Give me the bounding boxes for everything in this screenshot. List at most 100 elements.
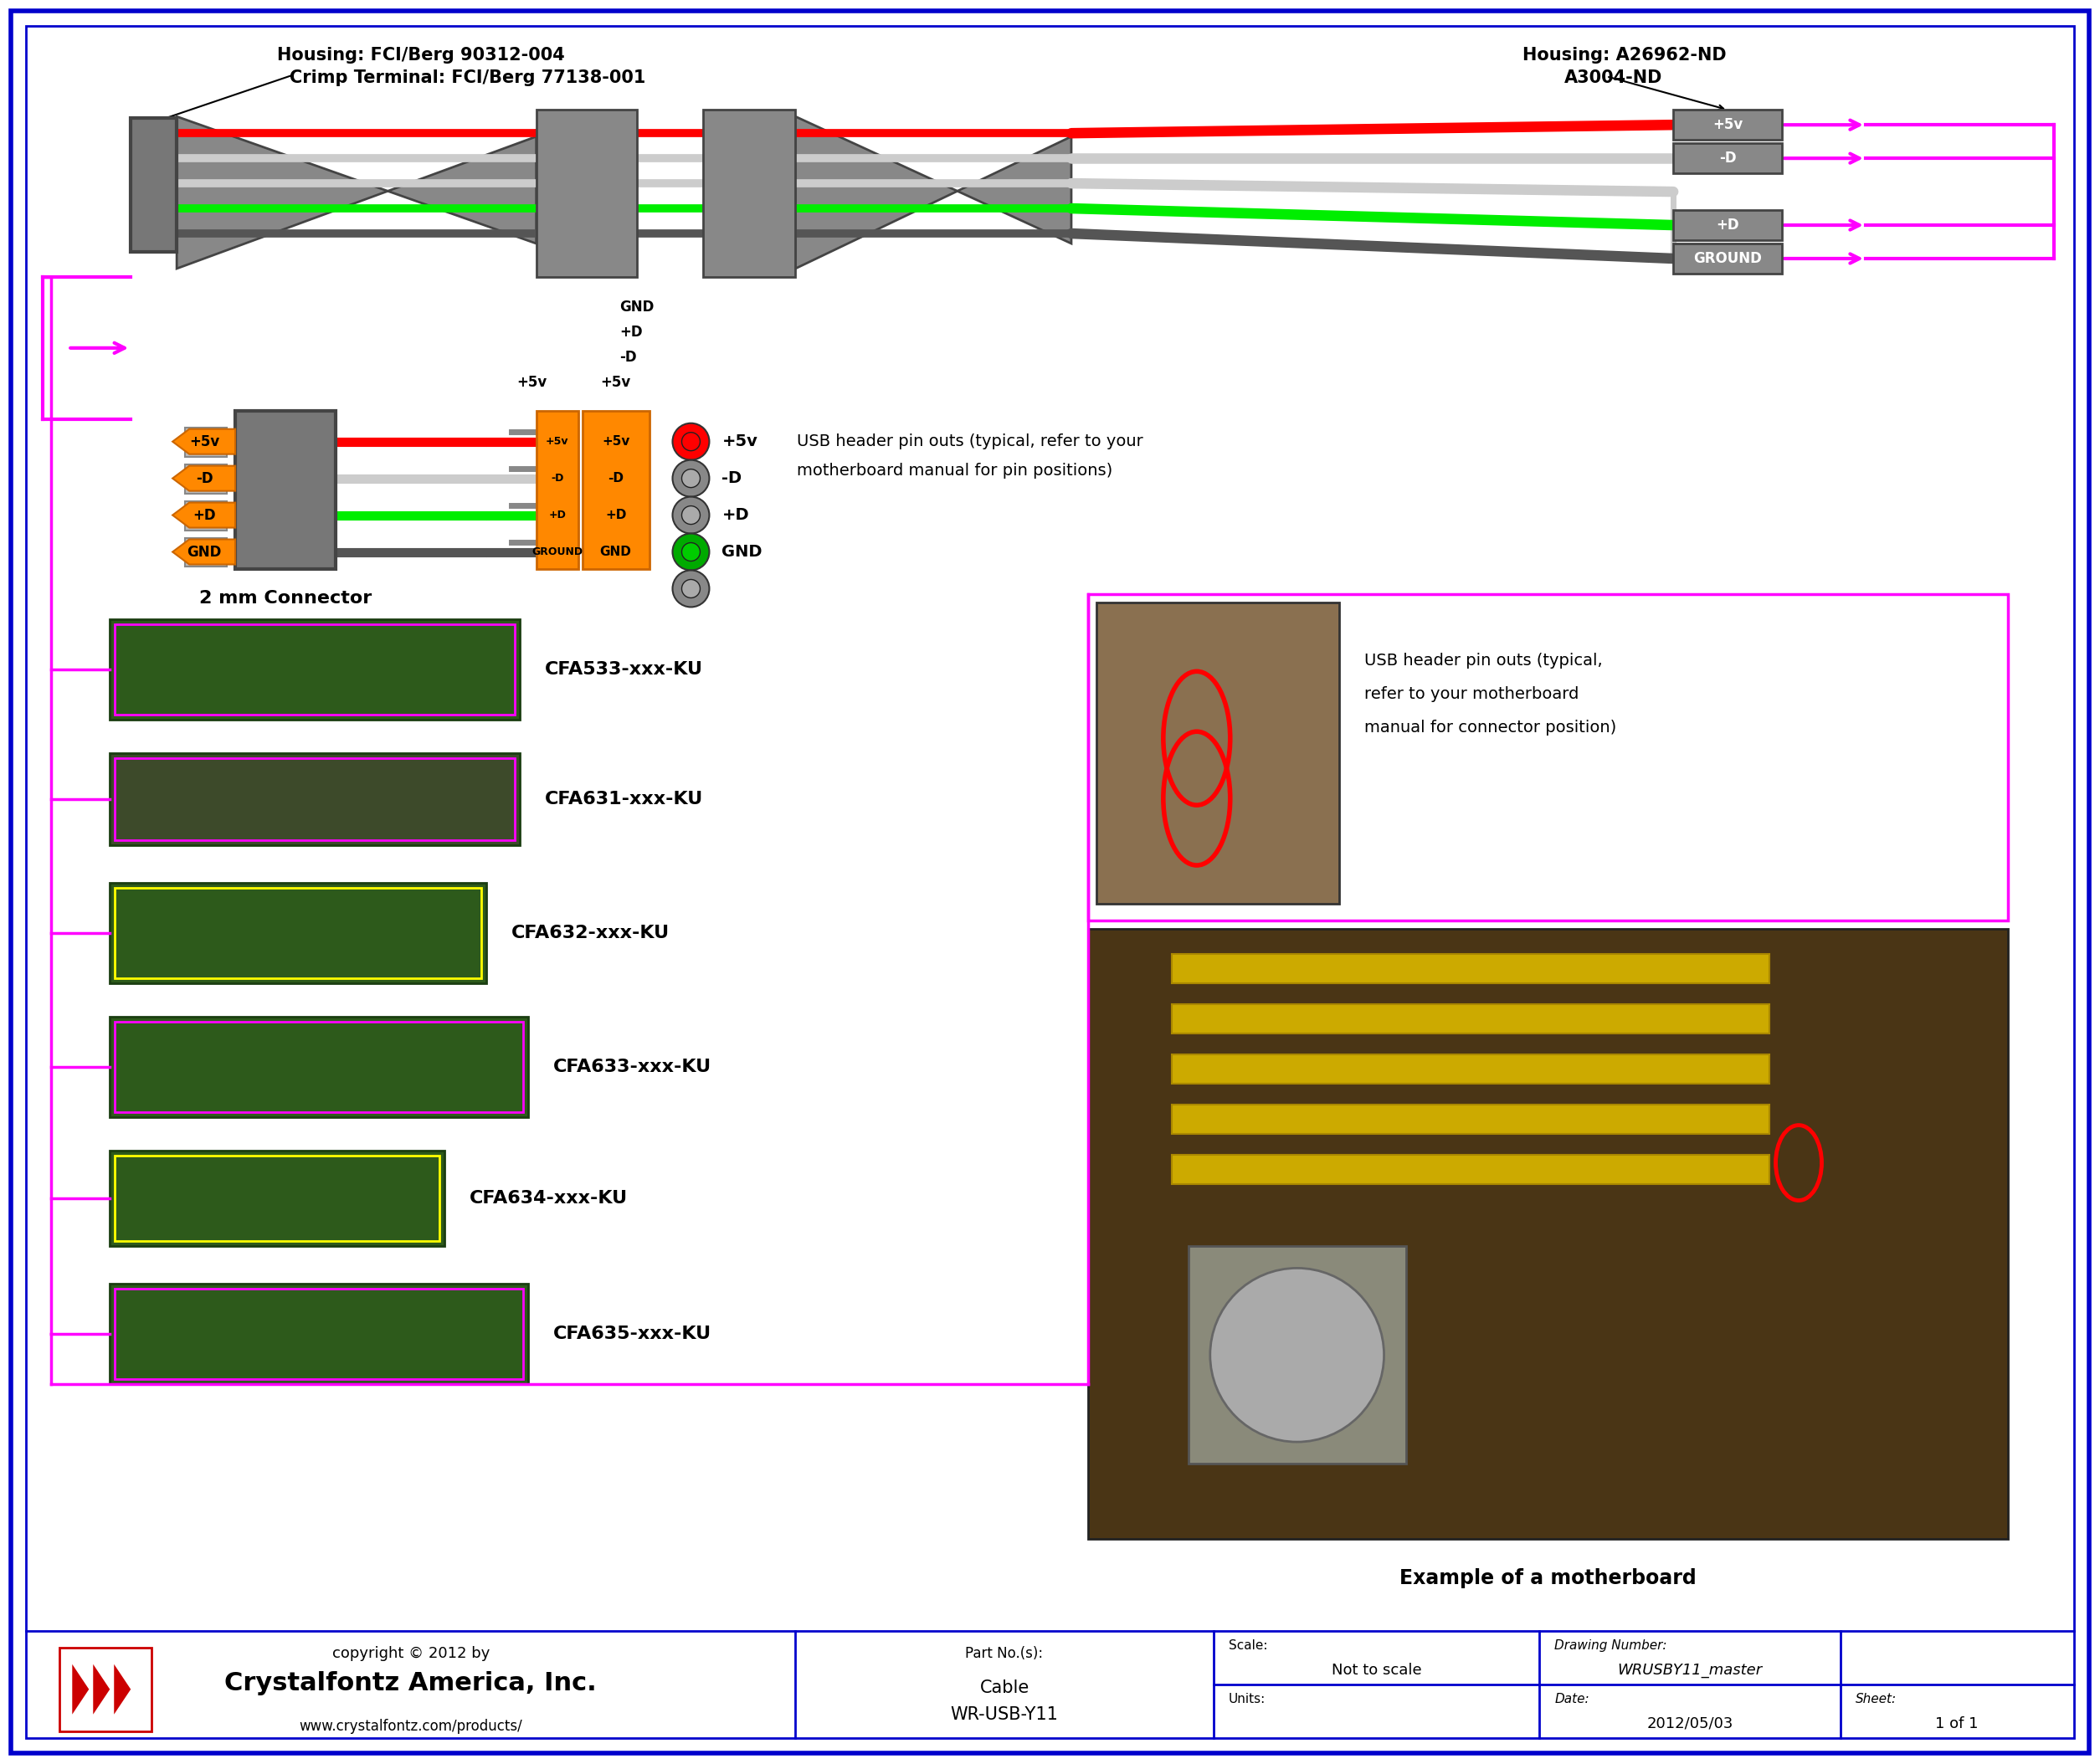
Text: +D: +D	[620, 325, 643, 340]
Bar	[1172, 954, 1770, 983]
Text: Cable: Cable	[979, 1679, 1029, 1695]
Text: +D: +D	[193, 508, 216, 522]
Text: motherboard manual for pin positions): motherboard manual for pin positions)	[798, 462, 1113, 478]
Bar	[1088, 594, 2008, 921]
Ellipse shape	[672, 460, 710, 497]
Ellipse shape	[672, 570, 710, 607]
Text: 2012/05/03: 2012/05/03	[1646, 1716, 1732, 1730]
Polygon shape	[172, 429, 235, 453]
Bar	[109, 619, 519, 720]
Text: GROUND: GROUND	[531, 547, 582, 557]
Bar	[1674, 243, 1783, 273]
Text: Housing: A26962-ND: Housing: A26962-ND	[1522, 48, 1726, 64]
Polygon shape	[92, 1663, 109, 1715]
Text: Housing: FCI/Berg 90312-004: Housing: FCI/Berg 90312-004	[277, 48, 565, 64]
Text: copyright © 2012 by: copyright © 2012 by	[332, 1646, 489, 1662]
Text: Part No.(s):: Part No.(s):	[966, 1646, 1044, 1662]
Polygon shape	[71, 1663, 88, 1715]
Text: +5v: +5v	[722, 434, 758, 450]
Text: -D: -D	[607, 473, 624, 485]
Bar	[582, 411, 649, 570]
Text: A3004-ND: A3004-ND	[1564, 71, 1663, 86]
Bar	[116, 1021, 523, 1111]
Text: +5v: +5v	[1711, 118, 1743, 132]
Ellipse shape	[672, 497, 710, 533]
Text: CFA633-xxx-KU: CFA633-xxx-KU	[552, 1058, 712, 1074]
Bar	[1172, 1104, 1770, 1134]
Text: -D: -D	[722, 471, 741, 487]
Polygon shape	[172, 540, 235, 564]
Polygon shape	[176, 116, 536, 268]
Bar	[109, 1284, 527, 1385]
Bar	[130, 118, 176, 252]
Bar	[185, 501, 227, 531]
Text: Units:: Units:	[1228, 1693, 1266, 1706]
Text: Sheet:: Sheet:	[1856, 1693, 1896, 1706]
Bar	[1674, 109, 1783, 139]
Bar	[116, 1289, 523, 1379]
Bar	[235, 411, 336, 570]
Text: Crimp Terminal: FCI/Berg 77138-001: Crimp Terminal: FCI/Berg 77138-001	[290, 71, 645, 86]
Ellipse shape	[683, 506, 699, 524]
Bar	[1674, 143, 1783, 173]
Bar	[185, 538, 227, 566]
Text: -D: -D	[1720, 150, 1737, 166]
Text: Scale:: Scale:	[1228, 1639, 1268, 1651]
Bar	[109, 1016, 527, 1117]
Text: USB header pin outs (typical,: USB header pin outs (typical,	[1363, 653, 1602, 669]
Text: GND: GND	[601, 545, 632, 557]
Bar	[536, 109, 636, 277]
Bar	[116, 759, 514, 840]
Ellipse shape	[1210, 1268, 1384, 1441]
Bar	[116, 887, 481, 977]
Ellipse shape	[672, 423, 710, 460]
Bar	[185, 427, 227, 457]
Ellipse shape	[683, 469, 699, 487]
Text: GND: GND	[187, 545, 223, 559]
Bar	[185, 464, 227, 494]
Text: +5v: +5v	[517, 374, 548, 390]
Bar	[704, 109, 796, 277]
Ellipse shape	[683, 543, 699, 561]
Text: -D: -D	[620, 349, 636, 365]
Bar	[109, 882, 485, 983]
Text: WRUSBY11_master: WRUSBY11_master	[1617, 1662, 1762, 1678]
Text: manual for connector position): manual for connector position)	[1363, 720, 1617, 736]
Text: 1 of 1: 1 of 1	[1936, 1716, 1978, 1730]
Text: Crystalfontz America, Inc.: Crystalfontz America, Inc.	[225, 1671, 596, 1695]
Bar	[1189, 1247, 1405, 1464]
Bar	[1674, 210, 1783, 240]
Bar	[1088, 930, 2008, 1538]
Text: +5v: +5v	[546, 436, 569, 446]
Text: +D: +D	[605, 508, 626, 522]
Text: GROUND: GROUND	[1693, 250, 1762, 266]
Text: refer to your motherboard: refer to your motherboard	[1363, 686, 1579, 702]
Text: -D: -D	[195, 471, 212, 485]
Text: Date:: Date:	[1554, 1693, 1590, 1706]
Bar	[1172, 1004, 1770, 1034]
Text: +5v: +5v	[189, 434, 220, 450]
Bar	[109, 1150, 445, 1247]
Bar	[536, 411, 578, 570]
Ellipse shape	[683, 432, 699, 452]
Text: +D: +D	[1716, 217, 1739, 233]
Text: GND: GND	[620, 300, 655, 314]
Bar	[1172, 1055, 1770, 1083]
Text: CFA632-xxx-KU: CFA632-xxx-KU	[510, 924, 670, 942]
Text: +5v: +5v	[601, 374, 630, 390]
Text: CFA533-xxx-KU: CFA533-xxx-KU	[544, 662, 704, 677]
Bar	[1096, 603, 1340, 903]
Text: WR-USB-Y11: WR-USB-Y11	[951, 1706, 1058, 1723]
Text: CFA634-xxx-KU: CFA634-xxx-KU	[470, 1189, 628, 1207]
Polygon shape	[172, 503, 235, 527]
Text: +5v: +5v	[603, 436, 630, 448]
Ellipse shape	[683, 579, 699, 598]
Text: +D: +D	[548, 510, 565, 520]
Text: Drawing Number:: Drawing Number:	[1554, 1639, 1667, 1651]
Text: Not to scale: Not to scale	[1331, 1662, 1422, 1678]
Text: +D: +D	[722, 508, 750, 524]
Text: -D: -D	[550, 473, 563, 483]
Polygon shape	[172, 466, 235, 490]
Bar	[109, 753, 519, 845]
Polygon shape	[113, 1663, 130, 1715]
